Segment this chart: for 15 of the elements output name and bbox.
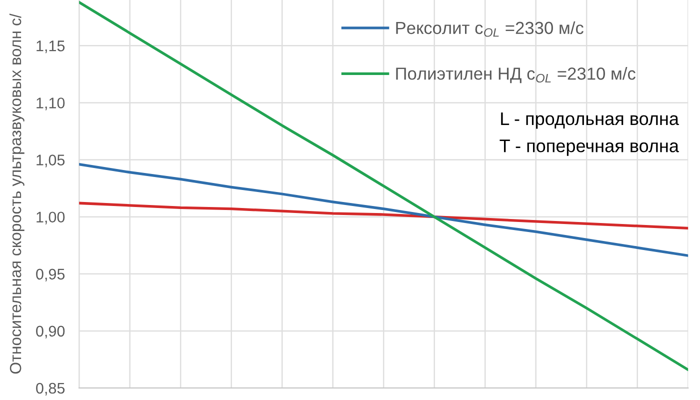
y-tick-label: 0,90 [36, 326, 65, 338]
y-tick-label: 1,10 [36, 98, 65, 110]
y-tick-label: 0,95 [36, 268, 65, 282]
annotation: L - продольная волна [501, 112, 679, 129]
y-tick-label: 1,05 [36, 154, 65, 168]
line-series [79, 202, 688, 230]
y-axis-title: Относительная скорость ультразвуковых волн c/ [9, 14, 24, 374]
legend-label: Рексолит c$_{OL}$ =2330 м/с [396, 21, 584, 37]
annotation: T - поперечная волна [500, 140, 679, 156]
line-series [79, 0, 688, 372]
legend-label: Полиэтилен НД c$_{OL}$ =2310 м/с [396, 67, 636, 84]
line-series [79, 163, 688, 257]
y-tick-label: 1,15 [36, 40, 65, 54]
y-tick-label: 0,85 [36, 382, 65, 396]
y-tick-label: 1,00 [36, 212, 65, 224]
